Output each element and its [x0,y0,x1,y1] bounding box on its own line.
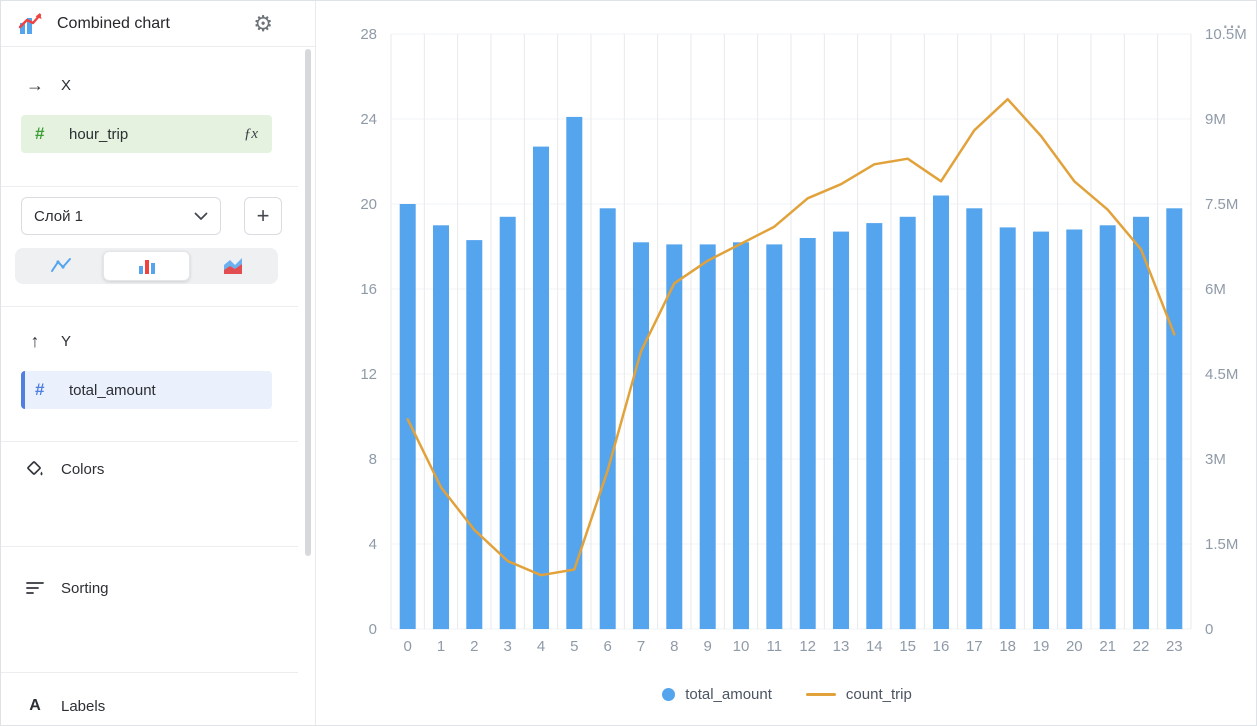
field-chip-total-amount[interactable]: # total_amount [21,371,272,409]
svg-text:13: 13 [833,638,850,655]
svg-text:18: 18 [999,638,1016,655]
svg-text:6M: 6M [1205,281,1226,298]
divider [1,672,298,673]
svg-text:15: 15 [899,638,916,655]
legend-item-count_trip[interactable]: count_trip [805,686,912,703]
chart-pane: ⋯ 0 4 8 12 16 20 24 28 0 1.5M 3M 4.5M 6M 7.5M 9M 10.5M 0… [316,1,1257,725]
svg-text:11: 11 [767,638,783,655]
svg-text:8: 8 [369,451,377,468]
field-name: total_amount [69,381,156,399]
divider [1,186,298,187]
svg-text:3: 3 [504,638,512,655]
paint-bucket-icon [27,461,43,476]
svg-text:3M: 3M [1205,451,1226,468]
labels-section[interactable]: A Labels [25,694,105,718]
legend-dot-marker [662,688,676,701]
svg-text:9M: 9M [1205,111,1226,128]
svg-text:4: 4 [537,638,545,655]
svg-text:14: 14 [866,638,883,655]
svg-text:16: 16 [933,638,950,655]
svg-text:23: 23 [1166,638,1183,655]
svg-text:21: 21 [1099,638,1116,655]
chart-type-area-button[interactable] [190,251,275,281]
colors-section[interactable]: Colors [25,457,104,481]
field-name: hour_trip [69,125,129,143]
number-type-icon: # [35,124,45,143]
sort-icon [26,582,44,594]
colors-label: Colors [61,460,105,478]
chart-type-switcher [15,248,278,284]
svg-text:20: 20 [1066,638,1083,655]
svg-text:12: 12 [360,366,377,383]
layer-select[interactable]: Слой 1 [21,197,221,235]
divider [1,441,298,442]
svg-text:7.5M: 7.5M [1205,196,1238,213]
svg-text:1: 1 [437,638,445,655]
arrow-up-icon: ↑ [30,330,40,351]
add-layer-button[interactable]: + [244,197,282,235]
svg-text:12: 12 [799,638,816,655]
svg-text:10: 10 [733,638,750,655]
sidebar: Combined chart ⚙ → X # hour_trip ƒx Слой… [1,1,316,725]
labels-label: Labels [61,697,106,715]
chart-title: Combined chart [57,14,170,32]
svg-text:5: 5 [570,638,578,655]
bar-chart-icon [138,260,155,274]
divider [1,306,298,307]
chart-type-bar-button[interactable] [103,251,190,281]
svg-text:16: 16 [360,281,377,298]
svg-text:22: 22 [1133,638,1150,655]
chart-legend: total_amount count_trip [316,686,1256,703]
chevron-down-icon [194,212,208,220]
svg-text:8: 8 [670,638,678,655]
svg-text:28: 28 [360,26,377,43]
x-section-label: X [61,76,72,94]
svg-text:24: 24 [360,111,377,128]
chart-menu-dots-icon[interactable]: ⋯ [1222,16,1244,38]
svg-text:17: 17 [966,638,983,655]
gear-icon[interactable]: ⚙ [253,10,273,36]
number-type-icon: # [35,380,45,399]
chart-type-line-button[interactable] [18,251,103,281]
sorting-label: Sorting [61,579,109,597]
legend-label: total_amount [685,686,772,703]
legend-line-marker [805,693,836,696]
svg-text:1.5M: 1.5M [1205,536,1238,553]
legend-label: count_trip [845,686,912,703]
labels-a-icon: A [29,697,41,714]
line-chart-icon [50,258,71,272]
svg-text:7: 7 [637,638,645,655]
arrow-right-icon: → [26,74,44,95]
svg-text:0: 0 [1205,621,1213,638]
layer-select-value: Слой 1 [34,207,83,225]
sidebar-header: Combined chart ⚙ [1,1,315,47]
legend-item-total_amount[interactable]: total_amount [662,686,772,703]
svg-text:9: 9 [704,638,712,655]
svg-text:0: 0 [404,638,412,655]
combined-chart-logo-icon [18,12,42,34]
y-section-header: ↑ Y [25,329,72,353]
formula-icon[interactable]: ƒx [243,125,258,142]
svg-text:4.5M: 4.5M [1205,366,1238,383]
sidebar-scrollbar[interactable] [305,49,311,556]
y-section-label: Y [61,332,72,350]
svg-text:0: 0 [369,621,377,638]
svg-text:6: 6 [604,638,612,655]
field-chip-hour-trip[interactable]: # hour_trip ƒx [21,115,272,153]
svg-text:20: 20 [360,196,377,213]
x-section-header: → X [25,73,71,97]
svg-text:10.5M: 10.5M [1205,26,1247,43]
area-chart-icon [223,258,242,274]
svg-text:4: 4 [369,536,377,553]
sorting-section[interactable]: Sorting [25,576,109,600]
svg-text:19: 19 [1033,638,1050,655]
divider [1,546,298,547]
svg-text:2: 2 [470,638,478,655]
